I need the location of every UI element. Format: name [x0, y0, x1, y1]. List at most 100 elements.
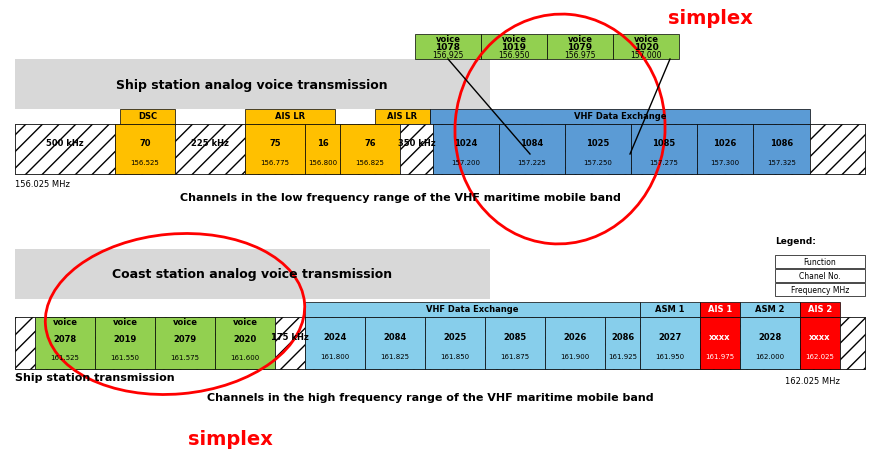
Text: 156.950: 156.950: [498, 51, 530, 59]
Text: 1086: 1086: [770, 139, 793, 148]
Text: ASM 1: ASM 1: [655, 305, 684, 314]
Bar: [365, 317, 425, 369]
Bar: [485, 317, 545, 369]
Text: 161.975: 161.975: [706, 353, 735, 359]
Text: 156.975: 156.975: [564, 51, 595, 59]
Text: 156.025 MHz: 156.025 MHz: [15, 180, 70, 189]
Bar: [700, 317, 740, 369]
Text: 2028: 2028: [759, 333, 781, 342]
Text: voice: voice: [436, 35, 460, 43]
Text: 1024: 1024: [454, 139, 478, 148]
Text: 2084: 2084: [384, 333, 407, 342]
Bar: [155, 317, 215, 369]
Text: 76: 76: [364, 139, 376, 148]
Text: 1079: 1079: [567, 43, 593, 52]
Text: 156.825: 156.825: [355, 160, 385, 166]
Text: voice: voice: [173, 318, 198, 327]
Bar: [375, 110, 430, 125]
Text: 1026: 1026: [714, 139, 736, 148]
Bar: [740, 317, 800, 369]
Text: AIS LR: AIS LR: [275, 112, 305, 121]
Text: Function: Function: [804, 258, 836, 267]
Bar: [95, 317, 155, 369]
Bar: [481, 35, 547, 60]
Text: Ship station analog voice transmission: Ship station analog voice transmission: [116, 78, 388, 91]
Bar: [775, 283, 865, 296]
Text: 156.775: 156.775: [260, 160, 289, 166]
Bar: [115, 125, 175, 175]
Text: VHF Data Exchange: VHF Data Exchange: [574, 112, 666, 121]
Bar: [305, 302, 640, 317]
Text: 2086: 2086: [611, 333, 634, 342]
Text: 161.900: 161.900: [560, 353, 590, 359]
Text: 1084: 1084: [520, 139, 543, 148]
Bar: [613, 35, 679, 60]
Text: 157.250: 157.250: [584, 160, 612, 166]
Bar: [15, 125, 115, 175]
Bar: [400, 125, 433, 175]
Bar: [35, 317, 95, 369]
Text: 2026: 2026: [564, 333, 587, 342]
Text: voice: voice: [53, 318, 78, 327]
Text: 2020: 2020: [234, 335, 257, 344]
Text: 1078: 1078: [436, 43, 460, 52]
Text: AIS LR: AIS LR: [387, 112, 417, 121]
Bar: [499, 125, 565, 175]
Text: VHF Data Exchange: VHF Data Exchange: [426, 305, 519, 314]
Text: 162.025 MHz: 162.025 MHz: [785, 377, 840, 386]
Text: AIS 2: AIS 2: [808, 305, 832, 314]
Text: 16: 16: [317, 139, 328, 148]
Text: Legend:: Legend:: [775, 237, 816, 246]
Text: 2019: 2019: [114, 335, 137, 344]
Bar: [840, 317, 865, 369]
Bar: [15, 60, 490, 110]
Bar: [15, 317, 865, 369]
Text: voice: voice: [633, 35, 659, 43]
Text: 162.025: 162.025: [805, 353, 834, 359]
Text: DSC: DSC: [138, 112, 157, 121]
Text: simplex: simplex: [188, 430, 273, 449]
Bar: [605, 317, 640, 369]
Text: Channels in the high frequency range of the VHF maritime mobile band: Channels in the high frequency range of …: [206, 392, 654, 402]
Text: 156.525: 156.525: [131, 160, 160, 166]
Bar: [120, 110, 175, 125]
Text: 157.200: 157.200: [452, 160, 481, 166]
Text: voice: voice: [567, 35, 593, 43]
Text: 161.525: 161.525: [50, 354, 79, 360]
Bar: [415, 35, 481, 60]
Bar: [800, 317, 840, 369]
Bar: [245, 110, 335, 125]
Text: ASM 2: ASM 2: [755, 305, 785, 314]
Bar: [775, 269, 865, 283]
Bar: [15, 317, 35, 369]
Text: 2078: 2078: [54, 335, 77, 344]
Text: 175 kHz: 175 kHz: [271, 333, 309, 342]
Text: 70: 70: [139, 139, 151, 148]
Bar: [305, 317, 365, 369]
Text: 350 kHz: 350 kHz: [398, 139, 436, 148]
Text: 161.925: 161.925: [608, 353, 637, 359]
Text: 157.000: 157.000: [631, 51, 662, 59]
Text: simplex: simplex: [668, 9, 752, 27]
Text: 161.950: 161.950: [655, 353, 684, 359]
Text: 157.300: 157.300: [710, 160, 740, 166]
Text: 161.875: 161.875: [500, 353, 529, 359]
Text: 162.000: 162.000: [756, 353, 785, 359]
Text: 161.600: 161.600: [230, 354, 259, 360]
Bar: [545, 317, 605, 369]
Bar: [245, 125, 305, 175]
Bar: [15, 249, 490, 299]
Bar: [433, 125, 499, 175]
Bar: [740, 302, 800, 317]
Text: 161.550: 161.550: [110, 354, 139, 360]
Bar: [425, 317, 485, 369]
Text: 161.800: 161.800: [320, 353, 349, 359]
Bar: [175, 125, 245, 175]
Bar: [305, 125, 340, 175]
Bar: [800, 302, 840, 317]
Bar: [640, 317, 700, 369]
Text: Ship station transmission: Ship station transmission: [15, 372, 175, 382]
Bar: [810, 125, 865, 175]
Text: 156.800: 156.800: [308, 160, 337, 166]
Text: 2025: 2025: [444, 333, 467, 342]
